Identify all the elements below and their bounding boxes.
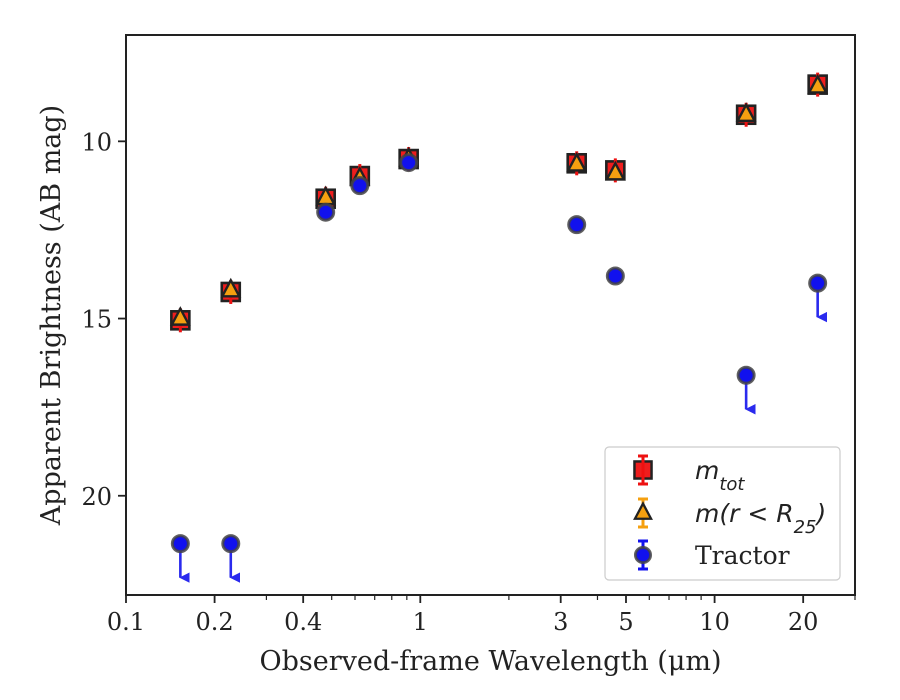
x-tick-label: 20 <box>788 608 819 636</box>
data-point <box>807 73 829 94</box>
data-marks <box>169 72 829 583</box>
data-point <box>567 215 587 235</box>
x-tick-label: 3 <box>553 608 568 636</box>
y-tick-label: 10 <box>81 128 112 156</box>
legend-marker-circle <box>633 545 653 565</box>
legend-marker-triangle <box>633 501 653 520</box>
legend-label: m(r < R25) <box>695 499 826 538</box>
x-tick-label: 0.2 <box>196 608 234 636</box>
data-point <box>399 153 419 173</box>
data-point <box>220 277 242 298</box>
data-point <box>316 202 336 222</box>
data-point <box>736 365 756 415</box>
point-triangle <box>220 277 242 298</box>
legend-entry: Tractor <box>633 539 790 571</box>
x-tick-label: 0.1 <box>107 608 145 636</box>
data-point <box>605 266 625 286</box>
legend-entry: m(r < R25) <box>633 497 826 538</box>
legend-label: Tractor <box>695 541 790 570</box>
point-circle <box>399 153 419 173</box>
series-circle <box>170 153 828 583</box>
point-triangle <box>735 102 757 123</box>
point-circle <box>170 534 190 554</box>
data-point <box>808 273 828 323</box>
data-point <box>221 534 241 583</box>
y-axis-label: Apparent Brightness (AB mag) <box>36 105 67 526</box>
data-point <box>735 102 757 123</box>
point-triangle <box>604 160 626 181</box>
legend-box <box>604 446 841 581</box>
series-triangle <box>169 73 829 326</box>
point-triangle <box>169 306 191 326</box>
x-axis-label: Observed-frame Wavelength (μm) <box>259 646 721 677</box>
point-circle <box>221 534 241 554</box>
point-circle <box>567 215 587 235</box>
legend: mtot m(r < R25) Tractor <box>604 446 841 581</box>
data-point <box>566 151 588 172</box>
axes-frame <box>125 34 856 596</box>
data-point <box>604 160 626 181</box>
x-tick-label: 5 <box>618 608 633 636</box>
data-point <box>170 534 190 583</box>
y-axis-ticks: 10 15 20 <box>81 128 126 511</box>
x-tick-label: 0.4 <box>284 608 322 636</box>
y-tick-label: 15 <box>81 306 112 334</box>
data-point <box>169 306 191 326</box>
series-square <box>170 72 828 333</box>
legend-entry: mtot <box>633 454 745 495</box>
data-point <box>350 176 370 196</box>
point-circle <box>350 176 370 196</box>
x-axis-ticks: 0.1 0.2 0.4 1 3 5 10 20 <box>107 595 856 636</box>
point-circle <box>316 202 336 222</box>
legend-label: mtot <box>695 456 745 495</box>
point-circle <box>736 365 756 385</box>
point-circle <box>605 266 625 286</box>
x-tick-label: 10 <box>699 608 730 636</box>
y-tick-label: 20 <box>81 483 112 511</box>
point-triangle <box>566 151 588 172</box>
point-triangle <box>807 73 829 94</box>
x-tick-label: 1 <box>413 608 428 636</box>
point-circle <box>808 273 828 293</box>
